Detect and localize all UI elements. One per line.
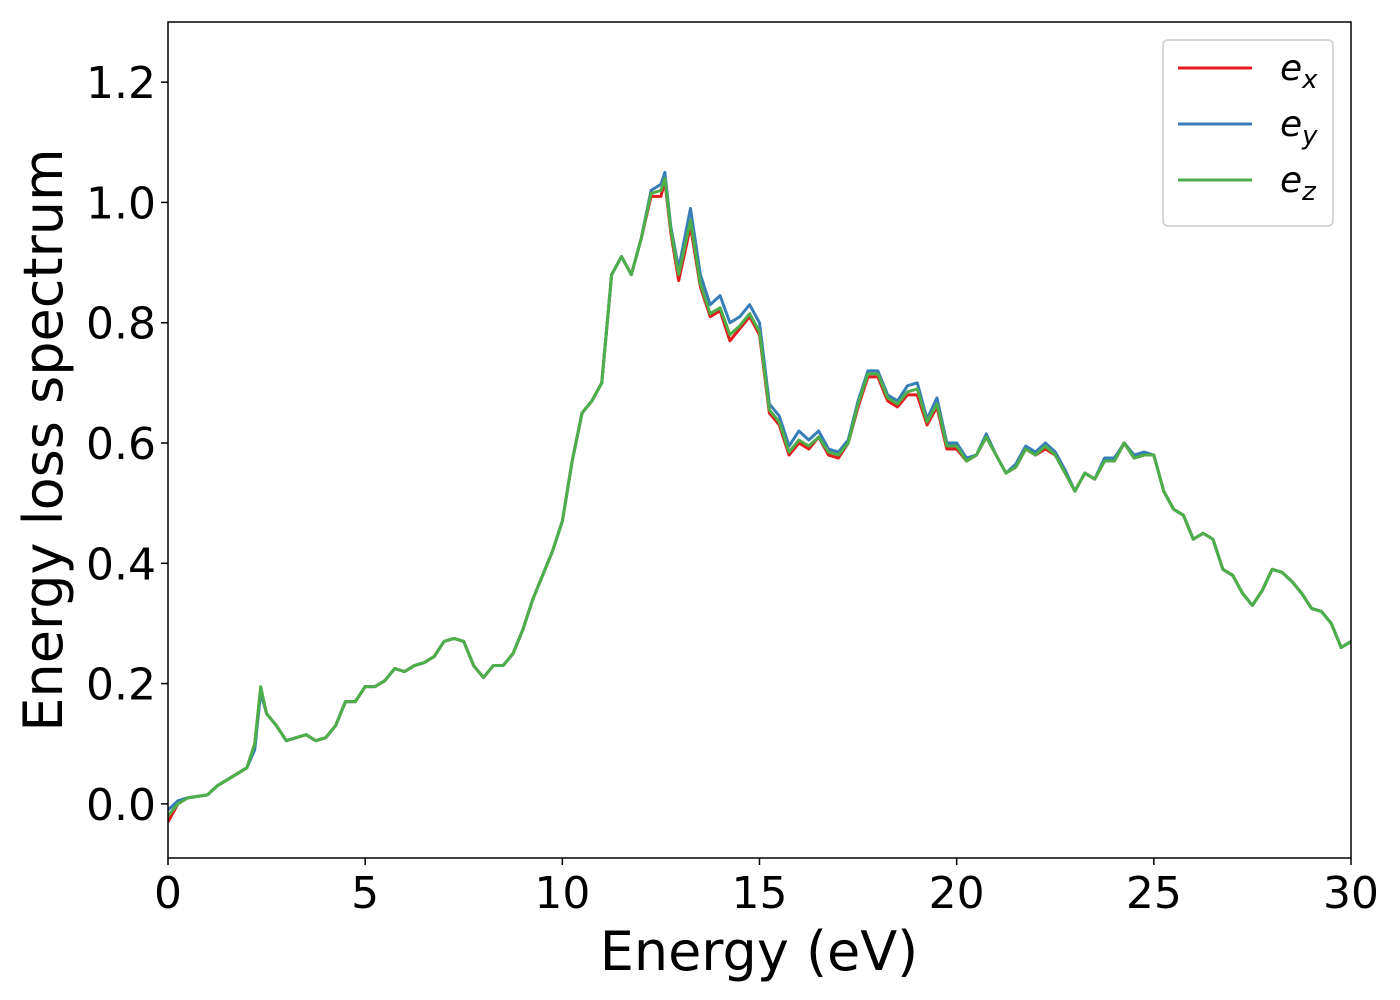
- x-tick-label: 10: [534, 868, 590, 919]
- legend-sub: x: [1301, 65, 1318, 95]
- y-tick-label: 1.2: [86, 58, 156, 109]
- x-tick-label: 15: [732, 868, 788, 919]
- y-tick-label: 0.8: [86, 299, 156, 350]
- x-tick-label: 0: [154, 868, 182, 919]
- legend-base: e: [1280, 48, 1302, 89]
- y-axis-label: Energy loss spectrum: [12, 148, 75, 731]
- x-tick-label: 20: [929, 868, 985, 919]
- y-tick-label: 0.4: [86, 539, 156, 590]
- x-tick-label: 30: [1323, 868, 1379, 919]
- plot-frame: [167, 21, 1352, 859]
- legend-sub: y: [1301, 121, 1318, 151]
- legend-base: e: [1280, 104, 1302, 145]
- x-axis-label: Energy (eV): [600, 920, 919, 983]
- legend-label: ex: [1280, 48, 1318, 95]
- y-tick-label: 0.2: [86, 660, 156, 711]
- legend-label: ey: [1280, 104, 1318, 151]
- legend-sub: z: [1301, 177, 1317, 207]
- x-tick-label: 25: [1126, 868, 1182, 919]
- x-tick-label: 5: [351, 868, 379, 919]
- y-tick-label: 0.6: [86, 419, 156, 470]
- y-tick-label: 0.0: [86, 780, 156, 831]
- legend-base: e: [1280, 160, 1302, 201]
- series-line: [168, 176, 1351, 817]
- y-tick-label: 1.0: [86, 178, 156, 229]
- legend-label: ez: [1280, 160, 1317, 207]
